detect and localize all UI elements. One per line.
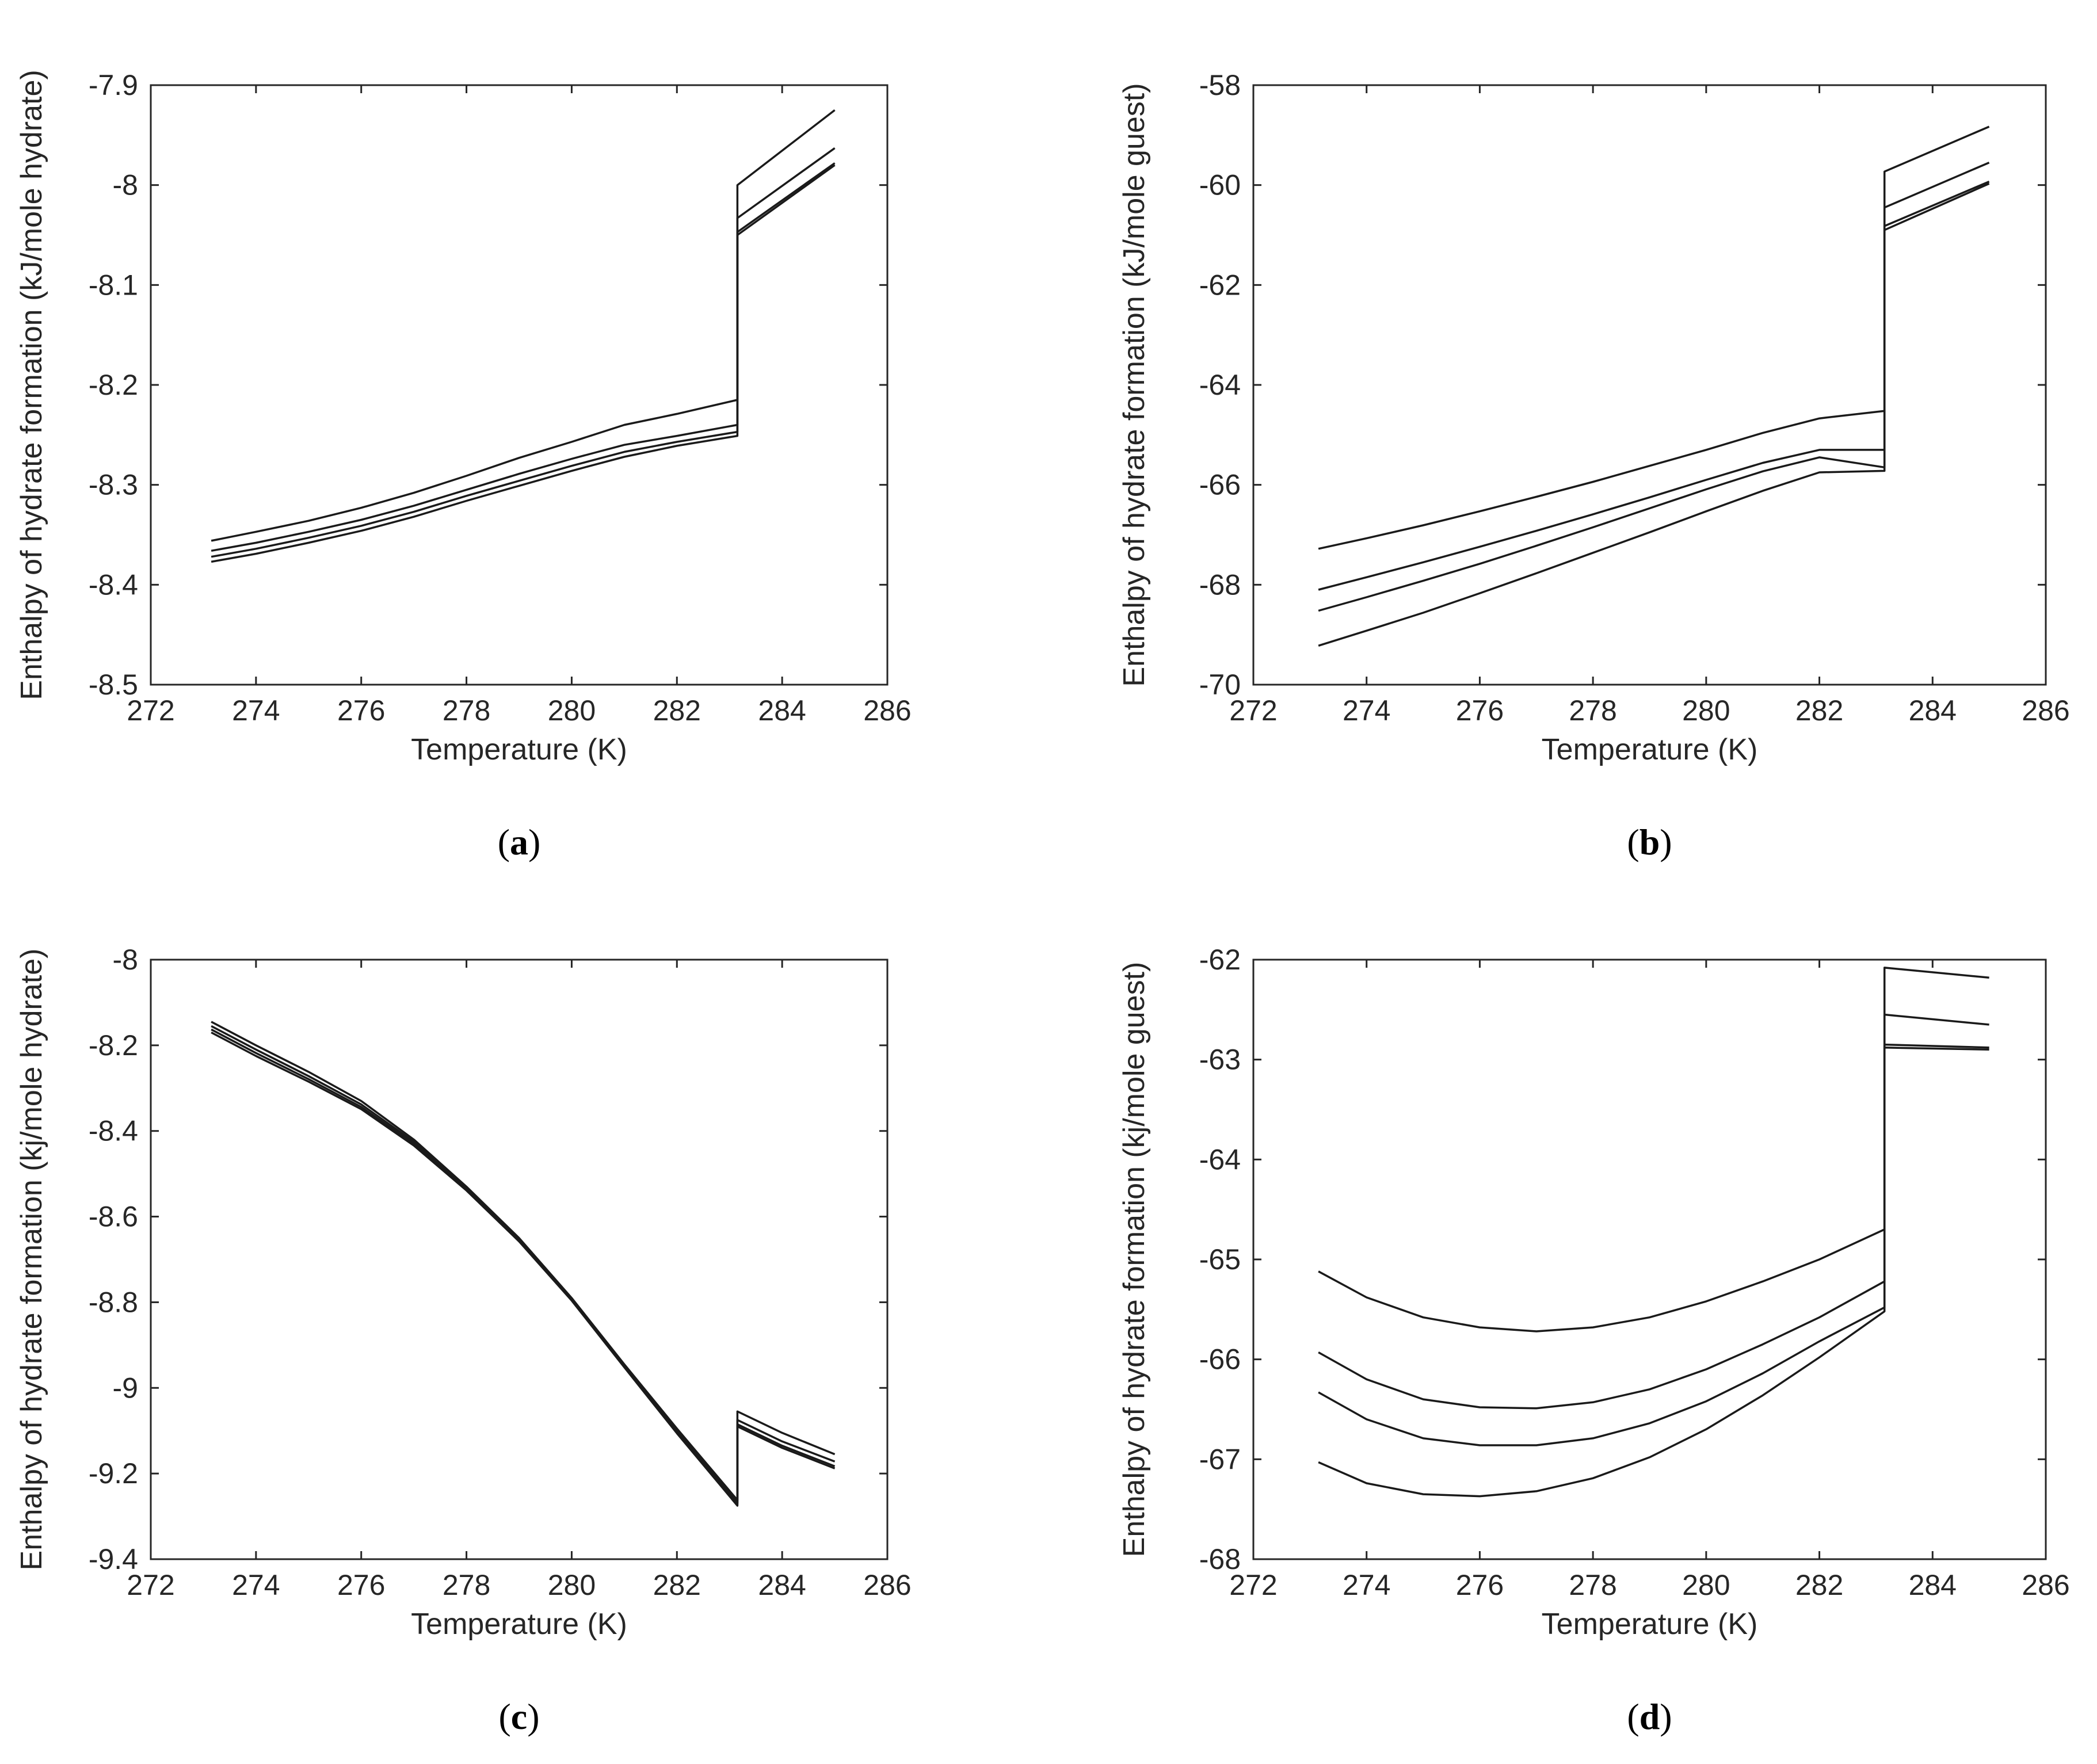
series-line-1 <box>1318 967 1989 1332</box>
series-line-4 <box>1318 182 1990 647</box>
series-line-2 <box>211 147 836 552</box>
x-tick-label: 284 <box>758 1569 806 1601</box>
series-line-4 <box>211 164 836 563</box>
y-tick-label: -9 <box>113 1372 138 1404</box>
x-axis-title: Temperature (K) <box>1542 733 1758 766</box>
x-axis-title: Temperature (K) <box>411 1608 627 1641</box>
x-tick-label: 286 <box>2022 1569 2069 1601</box>
x-tick-label: 282 <box>653 694 701 727</box>
x-tick-label: 272 <box>127 1569 174 1601</box>
y-tick-label: -8.3 <box>89 469 138 501</box>
y-tick-label: -67 <box>1199 1443 1241 1475</box>
x-tick-label: 272 <box>127 694 174 727</box>
panel-label: (c) <box>498 1696 539 1737</box>
x-tick-label: 278 <box>443 1569 490 1601</box>
axes-box <box>1252 959 2047 1560</box>
y-tick-label: -58 <box>1199 69 1241 101</box>
x-tick-label: 274 <box>1343 694 1390 727</box>
y-tick-label: -8.1 <box>89 269 138 301</box>
series-line-3 <box>1318 1043 1989 1446</box>
y-tick-label: -64 <box>1199 1143 1241 1175</box>
series-line-2 <box>1318 1013 1989 1410</box>
x-tick-label: 282 <box>1795 1569 1843 1601</box>
axes-box <box>150 959 889 1560</box>
x-tick-label: 272 <box>1229 1569 1277 1601</box>
x-tick-label: 274 <box>232 694 280 727</box>
y-tick-label: -8 <box>113 169 138 201</box>
x-tick-label: 278 <box>443 694 490 727</box>
x-tick-label: 276 <box>1456 1569 1504 1601</box>
y-axis-title: Enthalpy of hydrate formation (kj/mole h… <box>15 949 48 1571</box>
series-line-4 <box>1318 1047 1989 1498</box>
y-tick-label: -8.4 <box>89 1115 138 1147</box>
x-tick-label: 282 <box>653 1569 701 1601</box>
y-tick-label: -8.4 <box>89 568 138 601</box>
y-tick-label: -68 <box>1199 1543 1241 1575</box>
y-tick-label: -9.2 <box>89 1457 138 1490</box>
series-line-3 <box>211 162 836 558</box>
x-tick-label: 284 <box>758 694 806 727</box>
x-tick-label: 280 <box>548 1569 596 1601</box>
series-line-1 <box>211 109 836 542</box>
y-tick-label: -64 <box>1199 369 1241 401</box>
y-tick-label: -9.4 <box>89 1543 138 1575</box>
y-tick-label: -62 <box>1199 944 1241 976</box>
chart-panel-c: 272 274 276 278 280 282 284 286 -9.4 -9.2 -9 -8.8 -8… <box>15 944 912 1737</box>
x-tick-label: 278 <box>1569 1569 1616 1601</box>
x-tick-label: 280 <box>1682 694 1730 727</box>
y-tick-label: -63 <box>1199 1044 1241 1076</box>
y-tick-label: -70 <box>1199 669 1241 701</box>
y-tick-label: -66 <box>1199 1343 1241 1376</box>
y-tick-label: -8.6 <box>89 1201 138 1233</box>
x-tick-label: 274 <box>232 1569 280 1601</box>
y-tick-label: -62 <box>1199 269 1241 301</box>
x-tick-label: 280 <box>1682 1569 1730 1601</box>
panel-label: (a) <box>498 822 541 862</box>
x-tick-label: 284 <box>1909 1569 1957 1601</box>
panel-label: (b) <box>1627 822 1672 862</box>
y-tick-label: -60 <box>1199 169 1241 201</box>
x-tick-label: 284 <box>1909 694 1957 727</box>
y-tick-label: -7.9 <box>89 69 138 101</box>
x-tick-label: 286 <box>2022 694 2069 727</box>
chart-panel-d: 272 274 276 278 280 282 284 286 -68 -67 -66 -65 -64 -… <box>1118 944 2070 1737</box>
chart-panel-a: 272 274 276 278 280 282 284 286 -8.5 -8.4 -8.3 -8.2… <box>15 69 912 862</box>
y-tick-label: -68 <box>1199 568 1241 601</box>
x-tick-label: 274 <box>1343 1569 1390 1601</box>
y-tick-label: -8.5 <box>89 669 138 701</box>
x-tick-label: 272 <box>1229 694 1277 727</box>
x-tick-label: 276 <box>1456 694 1504 727</box>
chart-panel-b: 272 274 276 278 280 282 284 286 -70 -68 -66 -64 -62 -… <box>1118 69 2070 862</box>
series-line-2 <box>211 1025 836 1504</box>
panel-label: (d) <box>1627 1696 1672 1737</box>
x-tick-label: 278 <box>1569 694 1616 727</box>
y-tick-label: -8 <box>113 944 138 976</box>
y-axis-title: Enthalpy of hydrate formation (kj/mole g… <box>1118 962 1151 1557</box>
x-axis-title: Temperature (K) <box>411 733 627 766</box>
x-tick-label: 286 <box>863 694 911 727</box>
series-line-4 <box>211 1031 836 1507</box>
x-tick-label: 282 <box>1795 694 1843 727</box>
y-tick-label: -66 <box>1199 469 1241 501</box>
x-tick-label: 280 <box>548 694 596 727</box>
axes-box <box>150 84 889 686</box>
y-tick-label: -8.2 <box>89 1029 138 1062</box>
y-axis-title: Enthalpy of hydrate formation (kJ/mole h… <box>15 70 48 700</box>
y-tick-label: -65 <box>1199 1243 1241 1276</box>
x-tick-label: 286 <box>863 1569 911 1601</box>
y-axis-title: Enthalpy of hydrate formation (kJ/mole g… <box>1118 83 1151 686</box>
series-line-1 <box>1318 125 1990 550</box>
y-tick-label: -8.2 <box>89 369 138 401</box>
series-line-3 <box>1318 180 1990 612</box>
x-tick-label: 276 <box>337 694 385 727</box>
y-tick-label: -8.8 <box>89 1286 138 1318</box>
x-tick-label: 276 <box>337 1569 385 1601</box>
x-axis-title: Temperature (K) <box>1542 1608 1758 1641</box>
series-line-3 <box>211 1028 836 1506</box>
